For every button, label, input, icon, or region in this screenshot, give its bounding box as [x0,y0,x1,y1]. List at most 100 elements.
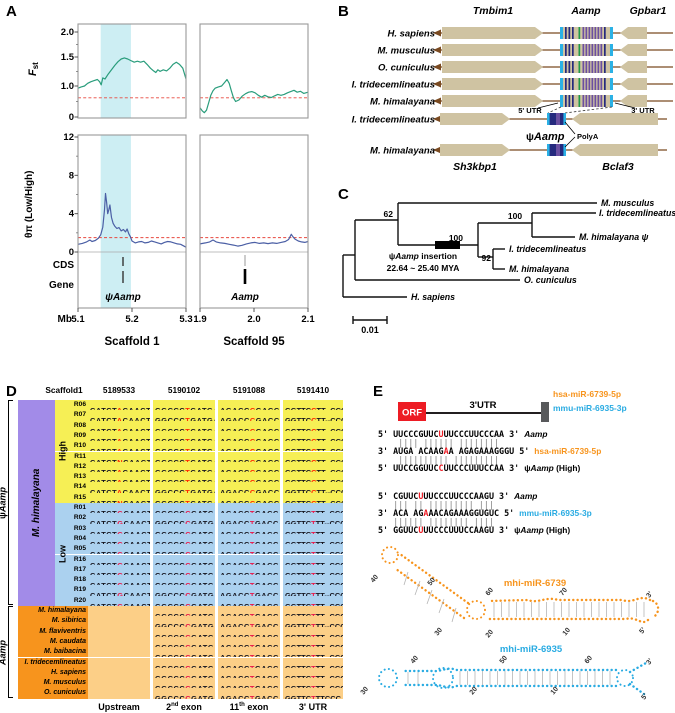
sequence-cell: GGTTCTTT--CCC [283,533,343,545]
m-himalayana-block: M. himalayana [18,400,55,606]
species-label: I. tridecemlineatus [352,115,435,126]
alignment-row: 5' GGUUCUUUCCCUUUCCAAGU 3' ψAamp (High) [378,525,571,535]
base-pair-rung [403,571,409,586]
sample-row-label: R05 [55,544,90,555]
sequence-cell: AGACCCGACCA [218,492,280,503]
panel-e-label: E [373,383,384,400]
sequence-cell: AGACCTGACCA [218,647,280,658]
mirna-diagrams: ORF 3'UTR hsa-miR-6739-5p mmu-miR-6935-3p mh… [360,389,660,701]
strand [398,552,470,605]
utr5-bar [560,78,563,90]
exon-stripe [572,95,574,107]
rna-loop [381,546,399,564]
species-label: M. himalayana [370,146,435,157]
exon-stripe [565,61,567,73]
species-label: M. musculus [377,46,435,57]
exon-stripe [591,95,594,107]
alignment-row: 3' AUGA ACAAGAA AGAGAAAGGGU 5' hsa-miR-67… [378,446,602,456]
psiaamp-gene-label: ψAamp [105,292,141,303]
mhi-mir-6935-title: mhi-miR-6935 [500,644,563,655]
utr3-bar [610,95,613,107]
exon-stripe [585,27,588,39]
column-header: 5189533 [102,385,136,395]
strand [394,567,466,620]
sample-row-label: R09 [55,430,90,442]
exon-stripe [588,44,591,56]
pairing-pipes: 5' |||| |||||| |||||||| [393,437,505,448]
position-label: 5' [638,626,647,635]
exon-stripe [597,61,600,73]
position-label: 3' [645,590,654,599]
sequence-cell: GGTTCCTT--CCC [283,461,343,473]
utr5-bar [560,61,563,73]
sequence-cell: CATCTGCAACT [88,575,150,586]
sequence-cell: GGCCCTGATGA [153,451,215,462]
sample-row-label: R13 [55,472,90,483]
species-row-label: M. baibacina [18,647,90,658]
sequence-cell: CATCTGCAACT [88,544,150,555]
dashed-connector [547,106,562,114]
pointer-line [564,121,576,135]
fst-tick-label: 1.0 [61,81,74,92]
sequence-cell: CATCTGCAACT [88,523,150,534]
x-tick-label: 5.1 [71,314,85,325]
exon-stripe [591,61,594,73]
sequence-cell: CATCTNCAACT [88,492,150,503]
exon-stripe [585,95,588,107]
gpbar1-gene-body [620,78,647,90]
theta-tick-label: 4 [69,209,75,220]
sequence-cell: GGCCCCGATGA [153,585,215,596]
sequence-cell: GGCCCTGATGA [153,472,215,483]
exon-stripe [588,78,591,90]
selective-sweep-band [100,24,131,118]
species-label: H. sapiens [387,29,435,40]
sequence-cell: AGACCCGACCA [218,410,280,421]
sequence-cell: ............ [88,626,150,637]
sequence-cell: GGCCCCGATGA [153,533,215,545]
pointer-line [614,102,636,109]
sequence-cell: GGTTCCTT--CCC [283,430,343,442]
sample-row-label: R19 [55,585,90,596]
sequence-cell: GGTTCTTT--CCC [283,564,343,576]
sh3kbp1-gene-body [440,113,510,125]
sequence-cell: GGCCCTGATGA [153,400,215,411]
base-pair-rung [426,589,433,605]
psi-stripe [556,113,560,125]
column-footer: 11th exon [229,702,269,712]
exon-stripe [582,61,585,73]
position-label: 5' [640,692,649,701]
sequence-cell: GGTTCTTT--CCC [283,606,343,617]
sequence-cell: GGTTCTTT--CCC [283,595,343,606]
sequence-cell: GGTTCCTT--CCC [283,492,343,503]
sample-row-label: R01 [55,503,90,514]
psiaamp-label: ψAamp [526,131,565,143]
sequence-cell: GGCCCTGATGA [153,410,215,421]
column-header: 5190102 [167,385,201,395]
sequence-cell: AGACCTGACCA [218,523,280,534]
sequence-cell: AGACCTGACCA [218,678,280,689]
sample-row-label: R07 [55,410,90,421]
fst-axis-label: Fst [27,62,40,76]
sequence-cell: AGACCTGACCA [218,575,280,586]
taxon-m-himalayana: M. himalayana [509,264,569,274]
sequence-cell: GGCCCCGATGA [153,667,215,679]
sequence-cell: GGTTCTTT--CCC [283,667,343,679]
gene-label: Gene [49,280,74,291]
sequence-cell: GGTTCTTT--CCC [283,678,343,689]
sequence-cell: GGCCCCGATGA [153,688,215,699]
gpbar1-gene-body [620,61,647,73]
sequence-cell: ............ [88,688,150,699]
sequence-cell: AGACCTGACCA [218,513,280,524]
theta-curve-scaffold95 [199,233,309,247]
sequence-cell: GGCCCCGATGA [153,554,215,565]
exon-stripe [600,44,603,56]
sample-row-label: R06 [55,400,90,411]
sample-row-label: R08 [55,420,90,431]
exon-stripe [604,95,606,107]
psi-utr3 [563,144,566,156]
exon-stripe [568,95,571,107]
aamp-bracket [8,606,13,698]
sequence-cell: CATCTGCAACT [88,533,150,545]
transcription-arrow-icon [433,63,441,71]
sequence-cell: GGTTCTTT--CCC [283,513,343,524]
